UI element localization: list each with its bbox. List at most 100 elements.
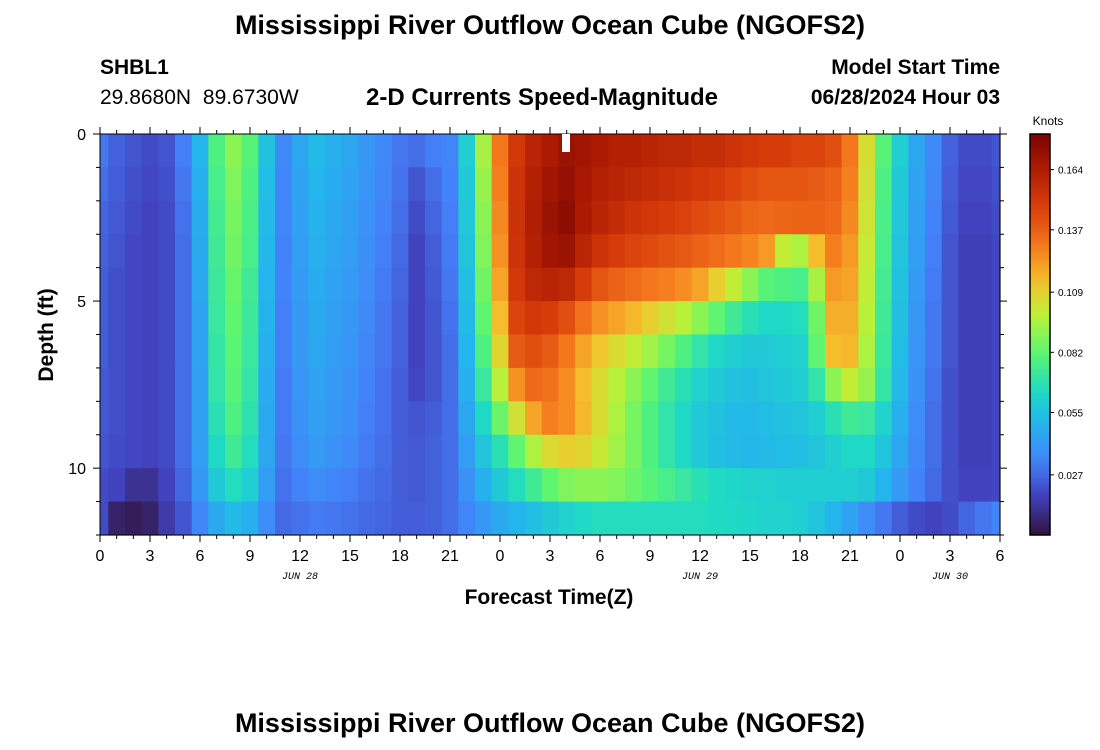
heatmap-cell — [375, 200, 393, 235]
heatmap-cell — [841, 167, 859, 202]
heatmap-cell — [341, 200, 359, 235]
heatmap-cell — [675, 434, 693, 469]
heatmap-cell — [158, 501, 176, 536]
heatmap-cell — [658, 134, 676, 169]
heatmap-cell — [291, 468, 309, 503]
heatmap-cell — [791, 200, 809, 235]
heatmap-cell — [275, 468, 293, 503]
x-tick-label: 3 — [146, 548, 155, 565]
heatmap-cell — [408, 401, 426, 436]
heatmap-cell — [358, 401, 376, 436]
heatmap-cell — [558, 401, 576, 436]
heatmap-cell — [991, 134, 1001, 169]
x-tick-label: 6 — [996, 548, 1005, 565]
heatmap-cell — [425, 334, 443, 369]
heatmap-cell — [575, 367, 593, 402]
x-tick-label: 15 — [341, 548, 359, 565]
heatmap-cell — [991, 367, 1001, 402]
heatmap-cell — [575, 301, 593, 336]
heatmap-cell — [275, 167, 293, 202]
heatmap-cell — [808, 301, 826, 336]
heatmap-cell — [241, 501, 259, 536]
heatmap-cell — [225, 501, 243, 536]
heatmap-cell — [475, 501, 493, 536]
heatmap-cell — [358, 367, 376, 402]
heatmap-cell — [825, 401, 843, 436]
heatmap-cell — [858, 501, 876, 536]
heatmap-cell — [275, 200, 293, 235]
heatmap-cell — [141, 367, 159, 402]
heatmap-cell — [425, 501, 443, 536]
heatmap-cell — [158, 434, 176, 469]
heatmap-cell — [208, 334, 226, 369]
heatmap-cell — [541, 501, 559, 536]
heatmap-cell — [875, 200, 893, 235]
heatmap-cell — [958, 434, 976, 469]
heatmap-cell — [891, 134, 909, 169]
heatmap-cell — [858, 468, 876, 503]
heatmap-cell — [141, 468, 159, 503]
heatmap-cell — [125, 167, 143, 202]
heatmap-cell — [808, 134, 826, 169]
heatmap-cell — [708, 167, 726, 202]
heatmap-cell — [891, 234, 909, 269]
heatmap-cell — [608, 134, 626, 169]
heatmap-cell — [841, 434, 859, 469]
heatmap-cell — [858, 267, 876, 302]
heatmap-cell — [975, 267, 993, 302]
heatmap-cell — [908, 401, 926, 436]
heatmap-cell — [841, 267, 859, 302]
heatmap-cell — [341, 434, 359, 469]
heatmap-cell — [475, 167, 493, 202]
heatmap-cell — [658, 434, 676, 469]
heatmap-cell — [791, 334, 809, 369]
heatmap-cell — [641, 234, 659, 269]
heatmap-cell — [725, 434, 743, 469]
heatmap-cell — [775, 167, 793, 202]
heatmap-cell — [291, 401, 309, 436]
heatmap-cell — [325, 234, 343, 269]
heatmap-cell — [991, 468, 1001, 503]
heatmap-cell — [491, 200, 509, 235]
heatmap-cell — [925, 234, 943, 269]
heatmap-cell — [458, 200, 476, 235]
heatmap-cell — [725, 301, 743, 336]
heatmap-cell — [391, 234, 409, 269]
heatmap-cell — [291, 367, 309, 402]
heatmap-cell — [191, 301, 209, 336]
heatmap-cell — [158, 468, 176, 503]
heatmap-cell — [641, 301, 659, 336]
x-tick-label: 6 — [196, 548, 205, 565]
heatmap-cell — [458, 468, 476, 503]
heatmap-cell — [541, 367, 559, 402]
heatmap-cell — [541, 200, 559, 235]
colorbar-tick-label: 0.027 — [1058, 471, 1083, 482]
heatmap-cell — [858, 134, 876, 169]
heatmap-cell — [858, 434, 876, 469]
heatmap-cell — [258, 468, 276, 503]
heatmap-cell — [608, 267, 626, 302]
heatmap-cell — [925, 267, 943, 302]
heatmap-cell — [958, 468, 976, 503]
page-title-repeat: Mississippi River Outflow Ocean Cube (NG… — [234, 708, 866, 738]
heatmap-cell — [475, 468, 493, 503]
heatmap-cell — [575, 468, 593, 503]
heatmap-cell — [741, 234, 759, 269]
heatmap-cell — [491, 301, 509, 336]
heatmap-cell — [691, 267, 709, 302]
colorbar-tick-label: 0.109 — [1058, 288, 1083, 299]
heatmap-cell — [791, 468, 809, 503]
heatmap-cell — [408, 434, 426, 469]
heatmap-cell — [725, 468, 743, 503]
heatmap-cell — [325, 334, 343, 369]
x-tick-label: 18 — [791, 548, 809, 565]
heatmap-cell — [108, 134, 126, 169]
heatmap-cell — [825, 267, 843, 302]
x-axis-label: Forecast Time(Z) — [465, 586, 634, 609]
heatmap-cell — [825, 468, 843, 503]
heatmap-cell — [591, 234, 609, 269]
heatmap-cell — [541, 401, 559, 436]
heatmap-cell — [100, 434, 109, 469]
heatmap-cell — [100, 334, 109, 369]
heatmap-cell — [758, 367, 776, 402]
